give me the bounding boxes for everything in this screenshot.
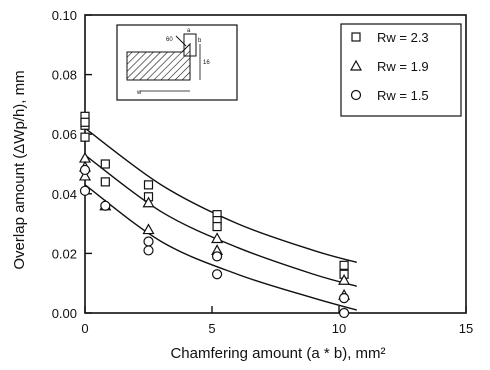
inset-chamfer-line — [175, 35, 187, 47]
data-point-triangle — [211, 232, 224, 244]
inset-a-label: a — [187, 28, 191, 34]
y-tick-label: 0.02 — [52, 246, 77, 261]
data-point-triangle — [338, 273, 351, 285]
data-points — [78, 111, 351, 319]
x-axis-title: Chamfering amount (a * b), mm² — [170, 345, 385, 362]
inset-dim-label: 16 — [203, 60, 210, 66]
legend-marker-triangle — [349, 59, 363, 71]
legend-label: Rw = 1.9 — [377, 59, 429, 74]
inset-b-label: b — [198, 38, 202, 44]
fit-curve-0 — [84, 127, 357, 264]
x-tick-label: 15 — [459, 321, 473, 336]
y-tick-label: 0.06 — [52, 127, 77, 142]
fit-curves — [84, 127, 357, 311]
legend-marker-square — [351, 32, 361, 42]
x-tick-label: 0 — [81, 321, 88, 336]
legend: Rw = 2.3 Rw = 1.9 Rw = 1.5 — [340, 23, 462, 117]
data-point-triangle — [78, 169, 92, 181]
data-point-triangle — [142, 223, 155, 235]
data-point-circle — [79, 164, 91, 176]
y-axis-title: Overlap amount (ΔWp/h), mm — [11, 70, 28, 269]
data-point-circle — [143, 245, 154, 256]
legend-label: Rw = 2.3 — [377, 30, 429, 45]
data-point-circle — [211, 269, 223, 280]
inset-diagram: 60 a b 16 w — [116, 24, 238, 101]
data-point-square — [80, 117, 90, 127]
inset-hatched-body — [126, 42, 191, 81]
data-point-square — [143, 180, 154, 190]
data-point-circle — [143, 236, 154, 247]
data-point-circle — [338, 307, 350, 319]
data-point-square — [339, 260, 349, 270]
data-point-triangle — [142, 196, 155, 208]
data-point-circle — [338, 293, 350, 304]
data-point-square — [100, 159, 110, 169]
y-tick-label: 0.00 — [52, 306, 77, 321]
legend-label: Rw = 1.5 — [377, 88, 429, 103]
y-tick-label: 0.08 — [52, 68, 77, 83]
y-tick-label: 0.10 — [52, 8, 77, 23]
legend-marker-circle — [350, 89, 362, 101]
data-point-square — [100, 177, 110, 187]
x-tick-label: 5 — [208, 321, 215, 336]
data-point-square — [212, 221, 222, 232]
inset-w-label: w — [136, 90, 142, 96]
fit-curve-2 — [84, 184, 357, 311]
data-point-square — [80, 132, 90, 142]
inset-angle-label: 60 — [166, 37, 173, 43]
data-point-circle — [211, 251, 223, 262]
axis-ticks: 0 5 10 15 0.00 0.02 0.04 0.06 0.08 0.10 — [52, 8, 474, 336]
x-tick-label: 10 — [332, 321, 346, 336]
data-point-circle — [79, 185, 91, 196]
y-tick-label: 0.04 — [52, 187, 77, 202]
fit-curve-1 — [84, 154, 357, 287]
data-point-circle — [100, 200, 111, 211]
inset-tool-block — [183, 33, 197, 57]
